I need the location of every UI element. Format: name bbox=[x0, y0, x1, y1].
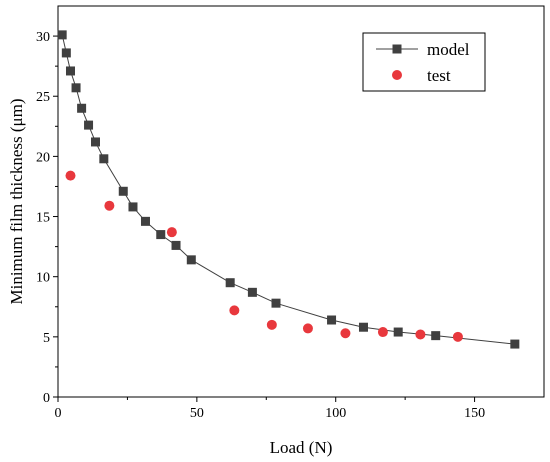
test-point bbox=[415, 329, 426, 340]
y-tick-label: 15 bbox=[36, 211, 50, 226]
legend-test-label: test bbox=[427, 66, 451, 85]
model-point bbox=[510, 339, 520, 349]
model-point bbox=[77, 103, 87, 113]
model-point bbox=[57, 30, 67, 40]
model-point bbox=[118, 186, 128, 196]
model-point bbox=[327, 315, 337, 325]
plot-frame bbox=[57, 5, 545, 398]
legend: model test bbox=[362, 32, 486, 92]
y-tick-label: 25 bbox=[36, 90, 50, 105]
legend-model-label: model bbox=[427, 40, 470, 59]
legend-model-marker bbox=[392, 44, 402, 54]
axes bbox=[57, 5, 545, 398]
model-point bbox=[271, 298, 281, 308]
test-point bbox=[340, 328, 351, 339]
legend-box bbox=[362, 32, 486, 92]
model-point bbox=[156, 230, 166, 240]
x-tick-label: 50 bbox=[190, 406, 204, 421]
test-point bbox=[302, 323, 313, 334]
model-point bbox=[431, 331, 441, 341]
model-point bbox=[65, 66, 75, 76]
model-point bbox=[393, 327, 403, 337]
model-point bbox=[225, 278, 235, 288]
y-tick-label: 20 bbox=[36, 150, 50, 165]
model-point bbox=[358, 322, 368, 332]
model-point bbox=[128, 202, 138, 212]
test-point bbox=[452, 331, 463, 342]
model-point bbox=[71, 83, 81, 93]
model-point bbox=[247, 287, 257, 297]
y-tick-label: 5 bbox=[43, 331, 50, 346]
test-point bbox=[104, 200, 115, 211]
y-tick-label: 10 bbox=[36, 271, 50, 286]
model-point bbox=[61, 48, 71, 58]
model-point bbox=[84, 120, 94, 130]
test-point bbox=[229, 305, 240, 316]
y-tick-label: 0 bbox=[43, 391, 50, 406]
model-point bbox=[186, 255, 196, 265]
x-tick-label: 150 bbox=[464, 406, 485, 421]
model-point bbox=[171, 240, 181, 250]
test-point bbox=[65, 170, 76, 181]
y-tick-label: 30 bbox=[36, 30, 50, 45]
x-tick-label: 100 bbox=[325, 406, 346, 421]
ticks: 0 50 100 150 0 5 10 15 20 25 30 bbox=[36, 30, 485, 421]
model-line bbox=[61, 34, 515, 345]
model-point bbox=[99, 154, 109, 164]
series-model bbox=[57, 30, 520, 349]
test-point bbox=[266, 319, 277, 330]
model-point bbox=[140, 216, 150, 226]
x-tick-label: 0 bbox=[55, 406, 62, 421]
legend-test-marker bbox=[392, 70, 402, 80]
y-axis-label: Minimum film thickness (μm) bbox=[7, 98, 26, 304]
series-test bbox=[65, 170, 463, 342]
x-axis-label: Load (N) bbox=[270, 438, 333, 457]
test-point bbox=[166, 227, 177, 238]
model-point bbox=[90, 137, 100, 147]
test-point bbox=[377, 327, 388, 338]
